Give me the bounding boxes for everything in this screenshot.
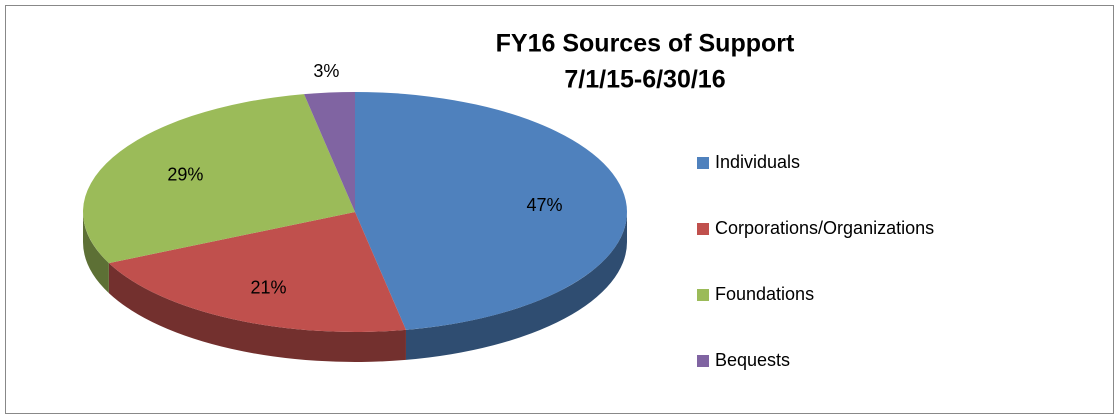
- slice-side: [108, 263, 406, 363]
- data-label: 21%: [251, 278, 287, 298]
- slice-side: [83, 212, 109, 294]
- slice: [108, 212, 406, 333]
- slice: [355, 92, 628, 330]
- slice-side: [405, 212, 627, 360]
- legend-label: Bequests: [715, 350, 790, 370]
- data-label: 47%: [527, 195, 563, 215]
- legend-label: Foundations: [715, 284, 814, 304]
- legend-label: Individuals: [715, 152, 800, 172]
- legend-swatch: [697, 289, 709, 301]
- slice: [83, 94, 356, 264]
- data-label: 29%: [167, 165, 203, 185]
- chart-subtitle: 7/1/15-6/30/16: [564, 66, 725, 94]
- chart-title: FY16 Sources of Support: [496, 30, 795, 58]
- legend-swatch: [697, 157, 709, 169]
- legend-label: Corporations/Organizations: [715, 218, 934, 238]
- legend-swatch: [697, 223, 709, 235]
- slice: [304, 92, 355, 212]
- data-label: 3%: [313, 61, 339, 81]
- legend-swatch: [697, 355, 709, 367]
